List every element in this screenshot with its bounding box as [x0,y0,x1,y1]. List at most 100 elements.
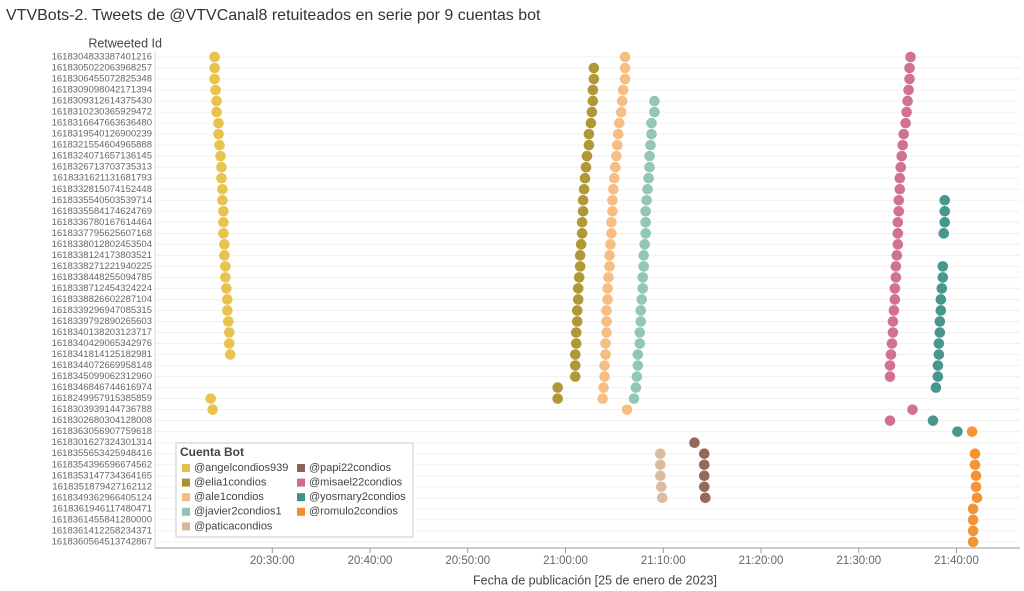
x-tick-label: 21:20:00 [739,555,784,567]
dot [569,371,581,382]
dot [223,327,235,338]
dot [933,349,945,360]
dot [891,250,903,261]
dot [574,250,586,261]
y-tick-label: 1618361412258234371 [52,525,152,536]
dot [938,228,950,239]
dot [939,217,951,228]
dot [587,84,599,96]
legend-swatch [182,522,190,531]
y-tick-label: 1618310230365929472 [52,107,152,118]
dot [217,194,228,206]
dot [214,139,225,151]
dot [609,172,620,184]
dot [572,294,584,305]
dot [572,283,584,294]
dot [892,239,904,250]
y-tick-label: 1618326713703735313 [52,162,152,173]
dot [217,183,228,195]
dot [936,283,948,294]
dot [222,305,233,316]
dot [601,327,612,338]
dot [223,316,234,327]
y-tick-label: 1618309098042171394 [52,85,152,96]
y-tick-label: 1618309312614375430 [52,96,152,107]
legend-swatch [182,464,190,472]
dot [619,62,631,74]
dot [604,261,615,272]
legend-title: Cuenta Bot [180,445,244,459]
dot [967,525,979,537]
dot [610,161,621,173]
dot [900,117,911,129]
dot [927,415,939,426]
dot [619,51,631,63]
dot [967,536,979,548]
y-tick-label: 1618306455072825348 [52,74,152,85]
dot [630,382,642,393]
dot [218,205,229,217]
dot [577,205,589,217]
y-tick-label: 1618321554604965888 [52,140,152,151]
legend-label: @elia1condios [194,477,267,489]
dot [934,316,946,327]
y-tick-label: 1618361455841280000 [52,514,152,525]
y-tick-label: 1618351879427162112 [52,481,152,492]
dot [606,217,617,228]
dot [635,316,647,327]
x-tick-label: 21:40:00 [934,555,979,567]
legend-swatch [182,478,190,487]
dot [640,228,651,239]
dot [969,459,981,471]
dot [600,349,611,360]
dot [632,360,644,371]
x-tick-label: 20:30:00 [250,555,295,567]
dot [893,205,905,217]
y-tick-label: 1618336780167614464 [52,217,152,228]
x-tick-label: 21:00:00 [543,555,588,567]
dot [901,106,912,118]
dot [903,84,914,96]
dot [907,404,918,415]
y-tick-label: 1618349362966405124 [52,492,152,503]
dot [613,117,625,129]
dot [574,261,586,272]
legend-label: @ale1condios [194,491,264,503]
dot [573,272,585,283]
dot [894,172,906,184]
dot [569,360,581,371]
dot [205,393,217,404]
dot [603,272,614,283]
dot [934,327,946,338]
y-tick-label: 1618331621131681793 [52,173,152,184]
dot [644,150,655,162]
dot [640,217,651,228]
dot [884,371,896,382]
dot [569,349,581,360]
dot [601,305,612,316]
dot [634,327,646,338]
dot [552,393,563,404]
dot [571,316,583,327]
dot [904,62,915,74]
y-tick-label: 1618319540126900239 [52,129,152,140]
dot [213,117,224,129]
y-tick-label: 1618353147734364165 [52,470,152,481]
dot [640,205,651,217]
dot [885,349,897,360]
dot [699,492,711,504]
y-tick-label: 1618340429065342976 [52,338,152,349]
dot [639,239,650,250]
dot [223,338,235,349]
dot [645,139,656,151]
dot [644,161,655,173]
dot [655,459,666,471]
dot [888,305,900,316]
dot [890,272,902,283]
dot [970,470,982,482]
dot [604,250,615,261]
legend-box [175,442,414,538]
dot [213,128,224,140]
dot [570,327,582,338]
dot [638,250,650,261]
